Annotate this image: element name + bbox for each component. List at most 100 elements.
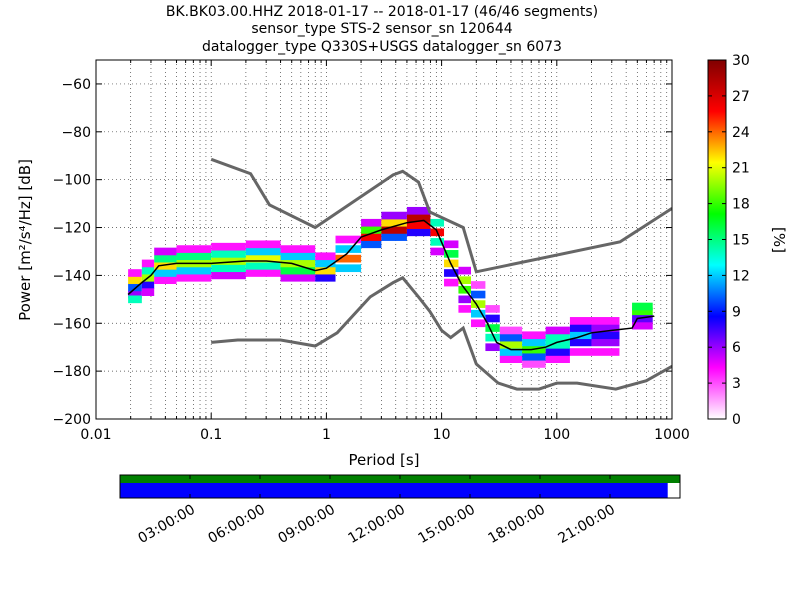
heatmap-cell <box>335 254 362 263</box>
heatmap-cell <box>444 269 459 277</box>
heatmap-cell <box>471 300 486 308</box>
heatmap-cell <box>430 247 445 256</box>
timeline-tick-label: 21:00:00 <box>556 502 618 547</box>
heatmap-cell <box>245 269 281 277</box>
colorbar-tick-label: 15 <box>732 233 750 249</box>
heatmap-cell <box>315 273 336 282</box>
heatmap-cell <box>545 348 570 356</box>
timeline-tick-label: 06:00:00 <box>206 502 268 547</box>
x-tick-label: 0.1 <box>200 427 222 443</box>
heatmap-cell <box>361 233 382 241</box>
heatmap-cell <box>211 271 246 280</box>
colorbar-label: [%] <box>770 227 788 253</box>
colorbar-tick-label: 3 <box>732 376 741 392</box>
heatmap-cell <box>591 338 620 347</box>
heatmap-cell <box>471 281 486 289</box>
heatmap-cell <box>485 343 500 352</box>
colorbar-tick-label: 21 <box>732 161 750 177</box>
heatmap-cell <box>569 331 592 340</box>
heatmap-cell <box>471 319 486 328</box>
heatmap-cell <box>280 252 316 261</box>
timeline-data-bar <box>120 483 668 498</box>
heatmap-cell <box>361 218 382 227</box>
timeline-tick-label: 03:00:00 <box>136 502 198 547</box>
colorbar-tick-label: 27 <box>732 89 750 105</box>
heatmap-cell <box>545 340 570 349</box>
heatmap-cell <box>458 305 472 313</box>
heatmap-cell <box>154 247 177 256</box>
nhnm-curve <box>210 157 672 274</box>
colorbar-tick-label: 18 <box>732 197 750 213</box>
heatmap-cell <box>381 226 407 234</box>
x-tick-label: 1 <box>322 427 331 443</box>
heatmap-cell <box>245 240 281 249</box>
timeline-tick-label: 15:00:00 <box>416 502 478 547</box>
heatmap-cell <box>315 252 336 261</box>
heatmap-cell <box>499 355 523 363</box>
heatmap-cell <box>591 317 620 325</box>
x-tick-label: 1000 <box>654 427 690 443</box>
heatmap-cell <box>569 324 592 332</box>
timeline: 03:00:00 06:00:00 09:00:00 12:00:00 15:00:00… <box>119 474 681 547</box>
y-tick-label: −80 <box>61 125 91 141</box>
heatmap-cell <box>591 348 620 356</box>
heatmap-cell <box>141 281 155 289</box>
heatmap-cell <box>211 264 246 273</box>
title-line-3: datalogger_type Q330S+USGS datalogger_sn… <box>202 39 562 55</box>
heatmap-cell <box>406 221 431 229</box>
heatmap-cell <box>211 257 246 265</box>
heatmap-cell <box>154 254 177 263</box>
heatmap-cell <box>499 348 523 356</box>
y-tick-label: −180 <box>53 364 91 380</box>
heatmap-cell <box>381 211 407 220</box>
heatmap-cell <box>499 333 523 342</box>
title-line-1: BK.BK03.00.HHZ 2018-01-17 -- 2018-01-17 … <box>166 4 598 20</box>
heatmap-cell <box>141 288 155 296</box>
heatmap-cell <box>128 276 142 285</box>
heatmap-cell <box>406 228 431 237</box>
colorbar-tick-label: 24 <box>732 125 750 141</box>
heatmap-cell <box>280 245 316 253</box>
heatmap-cell <box>545 355 570 363</box>
heatmap-cell <box>485 314 500 323</box>
heatmap-cell <box>211 250 246 258</box>
colorbar-ticks: 0 3 6 9 12 15 18 21 24 27 30 <box>708 53 750 428</box>
plot-area: 0.01 0.1 1 10 100 1000 −200 −180 −160 −140 −120 −1… <box>53 59 690 443</box>
model-curves <box>127 157 672 391</box>
heatmap-cell <box>154 276 177 285</box>
x-axis-ticks: 0.01 0.1 1 10 100 1000 <box>80 60 690 443</box>
colorbar-tick-label: 0 <box>732 412 741 428</box>
heatmap-cell <box>176 245 212 253</box>
heatmap-cell <box>128 269 142 277</box>
heatmap-cell <box>280 273 316 282</box>
heatmap-cell <box>141 259 155 268</box>
heatmap-cell <box>211 242 246 251</box>
y-tick-label: −60 <box>61 77 91 93</box>
timeline-tick-label: 09:00:00 <box>276 502 338 547</box>
heatmap-cell <box>128 283 142 292</box>
colorbar-tick-label: 6 <box>732 340 741 356</box>
y-tick-label: −120 <box>53 221 91 237</box>
heatmap-cell <box>522 338 546 347</box>
heatmap-cell <box>485 305 500 313</box>
plot-frame <box>95 59 673 420</box>
heatmap-cell <box>458 295 472 304</box>
heatmap-cell <box>522 331 546 340</box>
heatmap-cell <box>245 247 281 256</box>
heatmap-cell <box>458 266 472 275</box>
heatmap-cell <box>128 295 142 304</box>
heatmap-cell <box>499 340 523 349</box>
y-tick-label: −100 <box>53 173 91 189</box>
heatmap-cell <box>335 245 362 253</box>
heatmap-cell <box>522 360 546 368</box>
heatmap-cell <box>245 261 281 270</box>
heatmap-cell <box>458 276 472 285</box>
x-tick-label: 10 <box>433 427 451 443</box>
heatmap-cell <box>522 352 546 361</box>
heatmap-cell <box>154 269 177 277</box>
timeline-tick-label: 18:00:00 <box>486 502 548 547</box>
heatmap-cell <box>485 333 500 342</box>
y-tick-label: −160 <box>53 316 91 332</box>
colorbar-tick-label: 12 <box>732 268 750 284</box>
